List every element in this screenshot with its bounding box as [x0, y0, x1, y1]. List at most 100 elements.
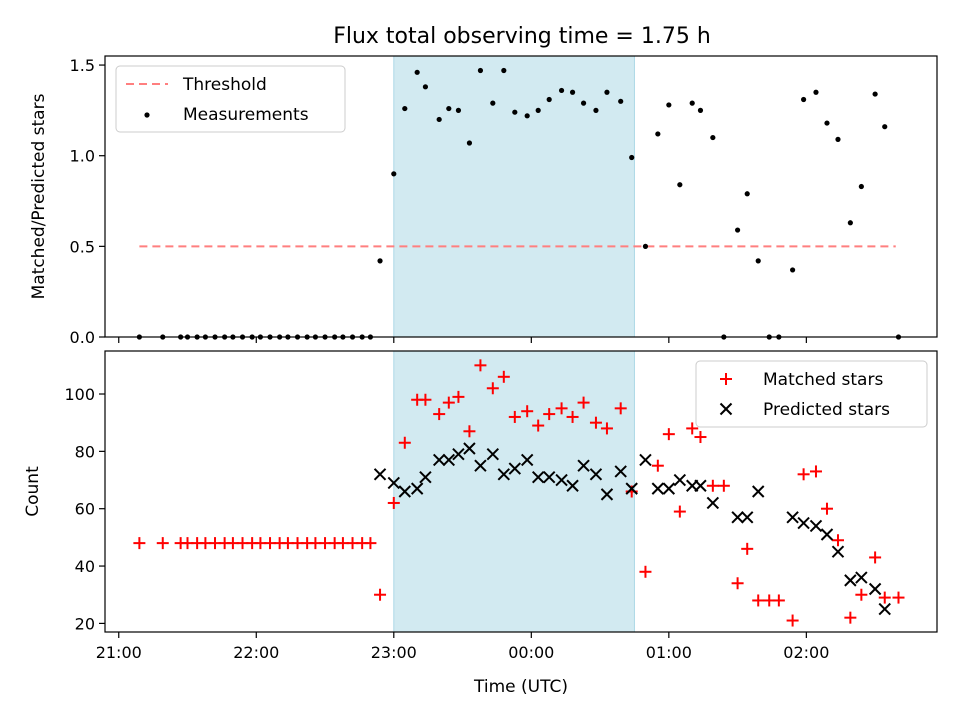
measurement-point — [689, 100, 695, 106]
legend-predicted-swatch-b — [719, 402, 733, 416]
matched-point — [820, 502, 833, 515]
predicted-point-b — [398, 485, 412, 498]
predicted-point-b — [442, 453, 456, 467]
predicted-point-b — [844, 574, 857, 587]
predicted-point — [410, 482, 424, 495]
measurement-point — [604, 89, 610, 95]
count-panel: 20 40 60 80 100 21:00 22:00 23:00 00:00 01:00 02:0… — [23, 350, 938, 697]
matched-point — [741, 542, 754, 555]
measurement-point — [490, 100, 496, 106]
predicted-point — [373, 468, 387, 481]
predicted-point-b — [600, 488, 614, 501]
predicted-point-b — [639, 453, 652, 467]
predicted-point — [731, 511, 744, 524]
predicted-point-b — [419, 470, 432, 484]
predicted-point — [752, 485, 765, 498]
predicted-point — [694, 479, 707, 492]
predicted-point-b — [452, 448, 465, 461]
predicted-point-b — [589, 468, 603, 481]
x-tick-label: 00:00 — [508, 643, 554, 662]
matched-point — [772, 594, 785, 607]
measurement-point — [744, 191, 750, 197]
ratio-panel: 0.0 0.5 1.0 1.5 Matched/Predicted stars Thres… — [29, 55, 938, 347]
predicted-point-b — [555, 473, 568, 487]
measurement-point — [477, 67, 484, 74]
measurement-point — [391, 171, 397, 177]
predicted-point — [614, 465, 627, 478]
predicted-point — [463, 442, 476, 455]
predicted-point-b — [809, 519, 823, 533]
legend-measurement-label: Measurements — [183, 105, 309, 125]
measurement-point — [569, 89, 576, 95]
measurement-point — [858, 183, 864, 190]
observing-span — [393, 350, 635, 633]
matched-point — [452, 390, 465, 403]
matched-point — [521, 405, 534, 418]
predicted-point — [486, 448, 500, 461]
predicted-point — [809, 519, 823, 533]
predicted-point — [589, 468, 603, 481]
matched-point — [662, 428, 675, 441]
matched-point — [555, 402, 568, 415]
matched-point — [419, 393, 432, 406]
y-axis-label: Count — [23, 466, 43, 517]
predicted-point — [706, 496, 720, 510]
measurement-point — [580, 100, 587, 106]
legend-threshold-label: Threshold — [182, 75, 267, 95]
y-tick-label: 1.0 — [70, 147, 95, 166]
predicted-point — [878, 602, 891, 616]
predicted-point-b — [694, 479, 707, 492]
y-tick-label: 40 — [75, 557, 95, 576]
matched-point — [797, 468, 810, 481]
predicted-point-b — [497, 468, 511, 481]
predicted-point — [531, 470, 545, 484]
predicted-point-b — [614, 465, 627, 478]
legend: Matched stars Predicted stars — [695, 360, 928, 428]
predicted-point-b — [508, 462, 522, 475]
measurement-point — [455, 107, 462, 113]
matched-point — [374, 588, 387, 601]
predicted-point — [844, 574, 857, 587]
predicted-point — [387, 476, 401, 490]
matched-point — [855, 588, 868, 601]
measurement-point — [734, 227, 741, 233]
matched-point — [786, 614, 799, 627]
chart-title: Flux total observing time = 1.75 h — [333, 24, 711, 49]
measurement-point — [847, 220, 853, 226]
predicted-point — [625, 482, 638, 495]
predicted-point-b — [662, 482, 676, 495]
measurement-point — [666, 102, 672, 108]
matched-point — [133, 537, 146, 550]
predicted-point — [419, 470, 432, 484]
matched-point — [442, 396, 455, 409]
predicted-point — [797, 516, 810, 530]
predicted-point-b — [786, 511, 799, 524]
measurement-point — [629, 154, 635, 161]
measurement-point — [535, 107, 541, 113]
predicted-point — [432, 453, 446, 467]
matched-point — [686, 422, 699, 435]
matched-point — [600, 422, 613, 435]
predicted-point-b — [432, 453, 446, 467]
measurement-point — [402, 105, 408, 112]
matched-point — [869, 551, 882, 564]
matched-point — [752, 594, 765, 607]
legend-box — [695, 360, 928, 428]
matched-point — [878, 591, 891, 604]
measurement-point — [558, 87, 565, 94]
predicted-point-b — [706, 496, 720, 510]
matched-point — [614, 402, 627, 415]
measurement-point — [872, 91, 878, 97]
x-axis-label: Time (UTC) — [473, 677, 568, 697]
y-tick-label: 20 — [75, 614, 95, 633]
predicted-point — [474, 459, 487, 472]
matched-point — [364, 537, 377, 550]
legend-box — [115, 65, 346, 133]
measurement-point — [436, 116, 442, 123]
measurement-point — [801, 96, 807, 103]
predicted-point-b — [542, 470, 556, 484]
x-tick-label: 23:00 — [371, 643, 417, 662]
measurement-point — [813, 89, 819, 95]
predicted-point — [577, 459, 590, 472]
